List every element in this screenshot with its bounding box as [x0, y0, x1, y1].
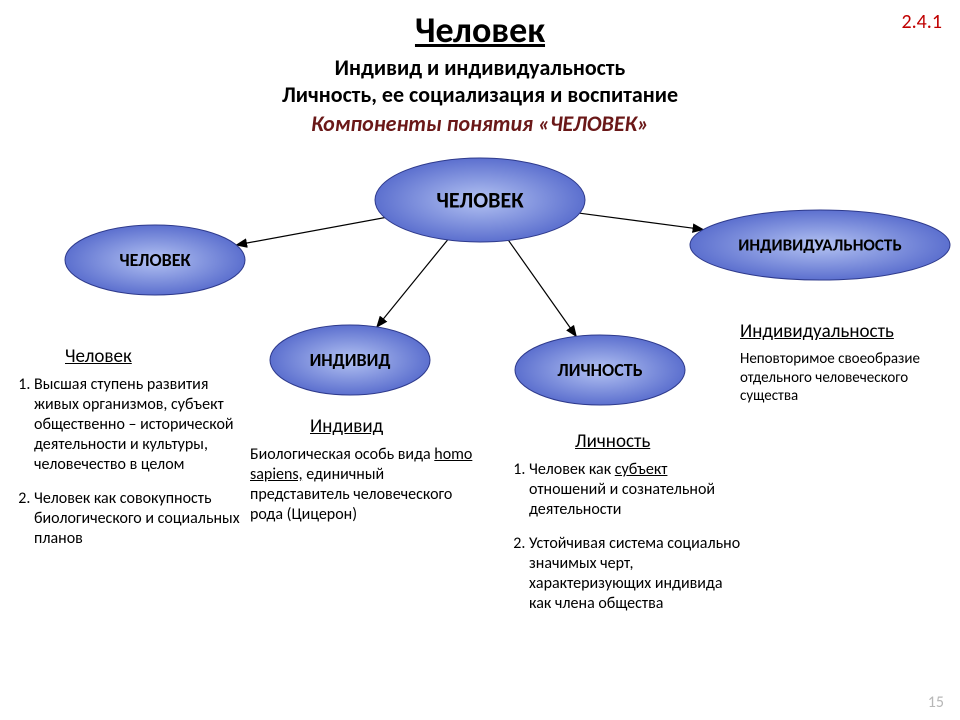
- desc-individ-text: Биологическая особь вида homo sapiens, е…: [250, 445, 480, 525]
- desc-lichnost-title: Личность: [575, 430, 745, 454]
- desc-individualnost: Индивидуальность Неповторимое своеобрази…: [740, 320, 960, 406]
- page-number: 15: [928, 693, 944, 712]
- diagram-node-center: ЧЕЛОВЕК: [375, 158, 585, 242]
- diagram-node-individ: ИНДИВИД: [270, 325, 430, 395]
- diagram-node-label: ИНДИВИДУАЛЬНОСТЬ: [738, 235, 901, 256]
- desc-individ: Индивид Биологическая особь вида homo sa…: [250, 415, 480, 525]
- desc-lichnost-item1-post: отношений и сознательной деятельности: [529, 480, 715, 519]
- desc-individ-title: Индивид: [310, 415, 480, 439]
- desc-lichnost-item1: Человек как субъект отношений и сознател…: [529, 460, 745, 520]
- desc-lichnost: Личность Человек как субъект отношений и…: [505, 430, 745, 628]
- slide-page: 2.4.1 Человек Индивид и индивидуальность…: [0, 0, 960, 720]
- diagram-node-right: ИНДИВИДУАЛЬНОСТЬ: [690, 210, 950, 280]
- desc-chelovek: Человек Высшая ступень развития живых ор…: [10, 345, 240, 563]
- diagram-node-left: ЧЕЛОВЕК: [65, 225, 245, 295]
- desc-individ-pre: Биологическая особь вида: [250, 445, 434, 464]
- diagram-edge: [377, 240, 448, 327]
- desc-individualnost-title: Индивидуальность: [740, 320, 960, 344]
- diagram-node-lichnost: ЛИЧНОСТЬ: [515, 335, 685, 405]
- desc-individualnost-text: Неповторимое своеобразие отдельного чело…: [740, 350, 960, 406]
- diagram-node-label: ЧЕЛОВЕК: [436, 187, 524, 214]
- diagram-edge: [509, 240, 577, 336]
- diagram-node-label: ИНДИВИД: [310, 349, 391, 371]
- desc-lichnost-item2: Устойчивая система социально значимых че…: [529, 534, 745, 614]
- desc-lichnost-item1-u: субъект: [615, 460, 668, 479]
- desc-chelovek-item1: Высшая ступень развития живых организмов…: [34, 375, 240, 475]
- diagram-node-label: ЧЕЛОВЕК: [119, 249, 191, 271]
- desc-chelovek-item2: Человек как совокупность биологического …: [34, 489, 240, 549]
- diagram-edge: [236, 218, 384, 245]
- desc-lichnost-item1-pre: Человек как: [529, 460, 615, 479]
- diagram-node-label: ЛИЧНОСТЬ: [557, 359, 642, 381]
- diagram-edge: [580, 213, 704, 229]
- desc-chelovek-title: Человек: [65, 345, 240, 369]
